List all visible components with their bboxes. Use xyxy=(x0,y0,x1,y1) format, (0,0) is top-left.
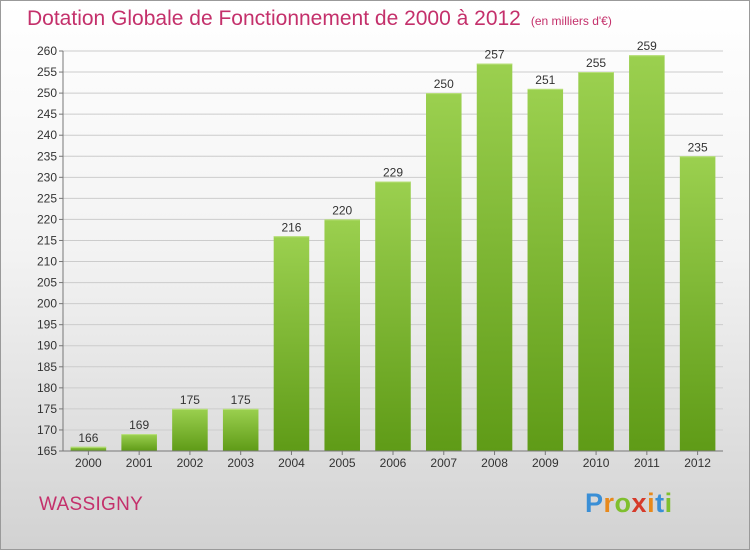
value-label: 250 xyxy=(434,77,454,91)
x-tick-label: 2000 xyxy=(75,456,102,470)
y-tick-label: 185 xyxy=(37,360,57,374)
axes xyxy=(62,51,723,452)
bar-2002 xyxy=(172,408,208,451)
x-tick-label: 2002 xyxy=(177,456,204,470)
bar-2001 xyxy=(121,434,157,451)
logo-letter: i xyxy=(664,488,673,518)
x-tick-label: 2004 xyxy=(278,456,305,470)
x-tick-label: 2011 xyxy=(634,456,660,470)
y-tick-label: 250 xyxy=(37,86,57,100)
x-tick-label: 2010 xyxy=(583,456,610,470)
x-tick-label: 2003 xyxy=(227,456,254,470)
y-tick-label: 240 xyxy=(37,128,57,142)
logo-letter: o xyxy=(614,488,632,518)
bar-2004 xyxy=(273,236,310,451)
y-tick-label: 205 xyxy=(37,276,57,290)
value-label: 235 xyxy=(688,140,708,154)
x-tick-label: 2007 xyxy=(430,456,457,470)
bar-2007 xyxy=(426,93,462,452)
y-tick-label: 190 xyxy=(37,339,57,353)
value-label: 169 xyxy=(129,418,149,432)
logo-letter: P xyxy=(585,488,604,518)
x-tick-label: 2012 xyxy=(684,456,711,470)
value-label: 166 xyxy=(78,431,98,445)
y-tick-label: 175 xyxy=(37,402,57,416)
value-label: 175 xyxy=(180,393,200,407)
bar-2008 xyxy=(476,63,513,451)
y-tick-label: 235 xyxy=(37,149,57,163)
unit-note: (en milliers d'€) xyxy=(530,14,612,28)
x-tick-label: 2006 xyxy=(380,456,407,470)
chart-title: Dotation Globale de Fonctionnement de 20… xyxy=(27,7,612,31)
bar-2003 xyxy=(222,408,259,451)
x-tick-label: 2005 xyxy=(329,456,356,470)
y-tick-label: 195 xyxy=(37,318,57,332)
bars xyxy=(70,55,716,452)
bar-2005 xyxy=(324,219,360,451)
proxiti-logo: Proxiti xyxy=(585,488,673,519)
bar-2000 xyxy=(70,446,107,451)
bar-2010 xyxy=(578,72,614,451)
logo-letter: i xyxy=(647,488,656,518)
value-label: 216 xyxy=(281,220,301,234)
y-tick-label: 200 xyxy=(37,297,57,311)
bar-2009 xyxy=(527,88,564,451)
value-label: 220 xyxy=(332,203,352,217)
y-tick-label: 225 xyxy=(37,191,57,205)
y-tick-label: 210 xyxy=(37,255,57,269)
x-tick-label: 2001 xyxy=(126,456,153,470)
y-tick-label: 170 xyxy=(37,423,57,437)
y-tick-label: 215 xyxy=(37,233,57,247)
title-text: Dotation Globale de Fonctionnement de 20… xyxy=(27,7,521,30)
value-label: 229 xyxy=(383,166,403,180)
bar-2012 xyxy=(679,156,716,451)
bar-2006 xyxy=(375,181,411,452)
x-tick-label: 2008 xyxy=(481,456,508,470)
y-tick-label: 220 xyxy=(37,212,57,226)
logo-letter: x xyxy=(631,488,648,518)
value-label: 255 xyxy=(586,56,606,70)
value-label: 251 xyxy=(535,73,555,87)
value-label: 175 xyxy=(231,393,251,407)
y-tick-label: 245 xyxy=(37,107,57,121)
y-tick-label: 165 xyxy=(37,444,57,458)
y-tick-label: 260 xyxy=(37,44,57,58)
commune-name: WASSIGNY xyxy=(39,494,144,515)
bar-2011 xyxy=(629,55,665,452)
logo-letter: r xyxy=(603,488,615,518)
x-tick-label: 2009 xyxy=(532,456,559,470)
logo-letter: t xyxy=(655,488,665,518)
y-axis-ticks: 165 170 175 180 185 190 195 200 205 210 215 220 225 2… xyxy=(37,44,63,458)
y-tick-label: 180 xyxy=(37,381,57,395)
x-axis-ticks: 2000 2001 2002 2003 2004 2005 2006 2007 2008 2009… xyxy=(75,451,711,470)
value-label: 259 xyxy=(637,39,657,53)
y-tick-label: 230 xyxy=(37,170,57,184)
y-tick-label: 255 xyxy=(37,65,57,79)
value-labels: 166 169 175 175 216 220 229 250 257 251 255 259 235 xyxy=(78,39,708,445)
value-label: 257 xyxy=(485,48,505,62)
